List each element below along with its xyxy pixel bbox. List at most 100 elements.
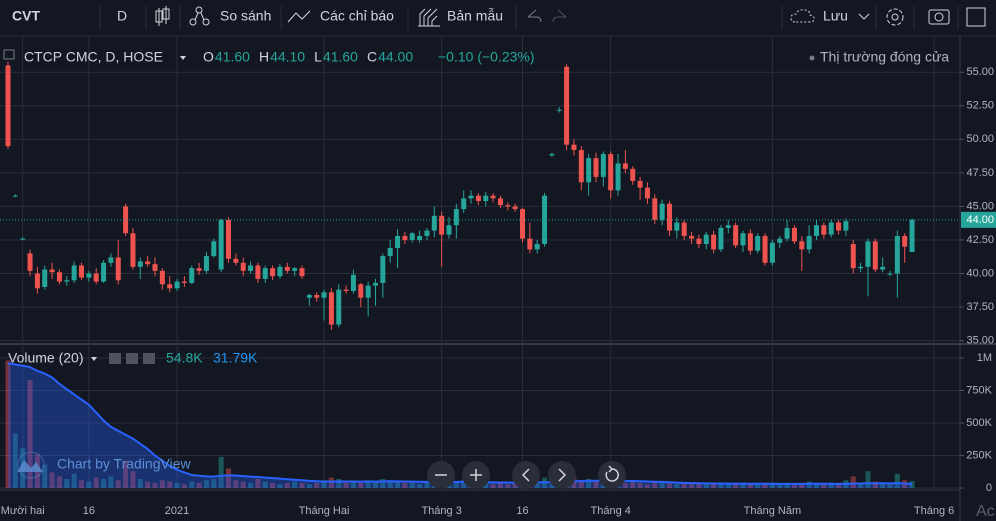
- volume-bar: [836, 484, 842, 489]
- volume-ma-line: [7, 362, 913, 485]
- undo-button[interactable]: [527, 9, 542, 23]
- save-menu[interactable]: [858, 13, 870, 20]
- templates-icon[interactable]: [418, 8, 440, 27]
- candle-body: [255, 265, 261, 279]
- volume-bar: [203, 480, 209, 489]
- candle-body: [711, 234, 717, 250]
- candle-body: [769, 242, 775, 263]
- templates-button[interactable]: Bản mẫu: [447, 8, 503, 24]
- volume-bar: [718, 482, 724, 489]
- candle-body: [226, 219, 231, 259]
- legend-value: 44.10: [270, 49, 305, 65]
- settings-button-center: [891, 13, 899, 21]
- volume-bar: [314, 482, 320, 489]
- redo-button[interactable]: [552, 9, 567, 23]
- volume-bar: [108, 476, 114, 489]
- volume-bar: [159, 480, 165, 489]
- volume-bar: [380, 478, 386, 489]
- candle-body: [115, 257, 121, 281]
- indicators-icon[interactable]: [287, 10, 311, 23]
- legend-key: O: [203, 49, 214, 65]
- snapshot-lens: [934, 12, 944, 22]
- scroll-left[interactable]: [512, 461, 540, 489]
- candle-body: [167, 284, 173, 289]
- volume-bar: [417, 484, 423, 489]
- legend-change: −0.10 (−0.23%): [438, 49, 535, 65]
- collapse-icon[interactable]: [3, 49, 15, 60]
- volume-menu[interactable]: [91, 357, 97, 361]
- candle-body: [755, 235, 761, 251]
- compare-button[interactable]: So sánh: [220, 8, 271, 24]
- compare-icon[interactable]: [189, 6, 210, 26]
- volume-bar: [292, 481, 298, 489]
- volume-title: Volume (20): [8, 350, 83, 366]
- volume-bar: [880, 482, 886, 489]
- candle-body: [417, 235, 423, 240]
- interval[interactable]: D: [117, 8, 127, 24]
- scroll-left-icon: [521, 468, 530, 482]
- volume-bar: [86, 481, 92, 489]
- volume-bar: [755, 484, 761, 489]
- remove-button[interactable]: [143, 353, 155, 364]
- volume-bar: [49, 472, 55, 489]
- candle-body: [505, 205, 511, 207]
- legend-value: 41.60: [215, 49, 250, 65]
- fullscreen-button[interactable]: [966, 7, 986, 27]
- candle-body: [814, 225, 819, 236]
- volume-bar: [674, 484, 680, 489]
- candle-body: [586, 158, 592, 183]
- candle-body: [703, 234, 709, 245]
- candle-body: [622, 163, 628, 169]
- candle-body: [593, 158, 599, 177]
- volume-bar: [181, 484, 187, 489]
- volume-bar: [747, 484, 753, 489]
- y-tick-label: 0: [986, 482, 992, 494]
- volume-bar: [226, 468, 231, 489]
- volume-bar: [145, 481, 151, 489]
- x-tick-label: Tháng 6: [914, 505, 954, 517]
- volume-bar: [586, 478, 592, 489]
- candle-body: [373, 282, 378, 286]
- candle-body: [292, 268, 298, 271]
- volume-bar: [255, 478, 261, 489]
- candle-body: [571, 144, 577, 151]
- candle-body: [461, 198, 467, 210]
- volume-bar: [689, 484, 695, 489]
- chart-type-icon[interactable]: [155, 6, 170, 26]
- candle-body: [64, 280, 70, 282]
- candle-body: [12, 195, 18, 197]
- settings-button[interactable]: [886, 8, 904, 26]
- candle-body: [689, 235, 695, 239]
- candle-body: [872, 241, 878, 270]
- candle-body: [725, 225, 731, 228]
- candle-body: [101, 262, 107, 282]
- scroll-right[interactable]: [548, 461, 576, 489]
- price-label: 44.00: [966, 214, 994, 226]
- settings-small-button[interactable]: [126, 353, 138, 364]
- snapshot-button[interactable]: [928, 9, 950, 25]
- indicators-button[interactable]: Các chỉ báo: [320, 8, 394, 24]
- candle-body: [42, 269, 48, 287]
- watermark-text[interactable]: Chart by TradingView: [57, 456, 191, 472]
- candle-body: [696, 238, 702, 245]
- save-button[interactable]: Lưu: [823, 8, 848, 24]
- candle-body: [343, 289, 349, 291]
- candle-body: [123, 206, 129, 234]
- volume-bar: [740, 482, 746, 489]
- candle-body: [608, 154, 614, 191]
- legend-symbol: CTCP CMC, D, HOSE: [24, 49, 163, 65]
- candle-body: [439, 215, 445, 235]
- hide-button[interactable]: [109, 353, 121, 364]
- candle-body: [520, 209, 525, 239]
- candle-body: [211, 241, 217, 257]
- watermark: Chart by TradingView: [17, 451, 191, 479]
- reset-view[interactable]: [598, 461, 626, 489]
- y-tick-label: 42.50: [966, 234, 994, 246]
- volume-bar: [101, 478, 107, 489]
- volume-bar: [784, 482, 790, 489]
- x-tick-label: 16: [83, 505, 95, 517]
- symbol[interactable]: CVT: [12, 8, 40, 24]
- legend-menu[interactable]: [180, 56, 186, 60]
- candle-body: [475, 195, 481, 202]
- volume-bar: [42, 464, 48, 489]
